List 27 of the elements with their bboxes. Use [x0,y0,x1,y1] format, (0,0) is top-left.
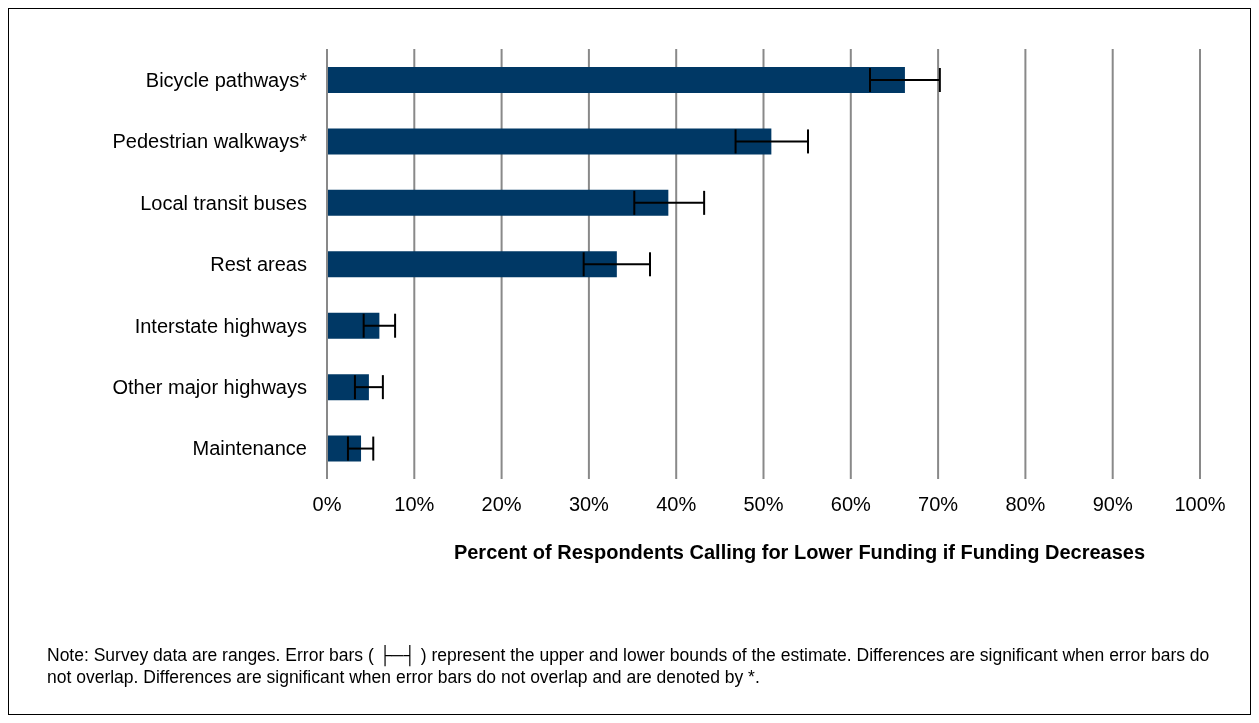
x-tick-label: 80% [1005,493,1046,516]
x-tick-label: 20% [481,493,522,516]
y-tick-label: Maintenance [192,437,307,460]
x-axis-title: Percent of Respondents Calling for Lower Funding if Funding Decreases [453,541,1146,563]
y-tick-label: Interstate highways [134,314,307,337]
bar [327,374,369,401]
x-tick-label: 0% [312,493,342,516]
x-tick-label: 60% [830,493,872,516]
bar [327,128,772,155]
x-tick-label: 30% [568,493,610,516]
bar [327,251,617,278]
y-tick-label: Bicycle pathways* [145,68,308,91]
x-tick-label: 70% [918,493,959,516]
text: Note: Survey data are ranges. Error bars ( ├─┤ ) represent the upper and lower bounds of the estimate. Differences are significant when error bars do not overlap. Differences are significant when error bars do not overlap and are denoted by *. [47,644,1211,688]
x-tick-label: 90% [1092,493,1133,516]
bar [327,435,362,462]
x-tick-label: 50% [743,493,784,516]
x-tick-label: 100% [1174,493,1226,516]
bar [327,189,669,216]
y-tick-label: Pedestrian walkways* [112,130,308,153]
bar [327,312,380,339]
bar [327,67,905,93]
y-tick-label: Other major highways [112,375,307,398]
y-tick-label: Rest areas [210,253,307,276]
x-tick-label: 40% [656,493,697,516]
x-tick-label: 10% [394,493,435,516]
y-tick-label: Local transit buses [140,191,307,214]
